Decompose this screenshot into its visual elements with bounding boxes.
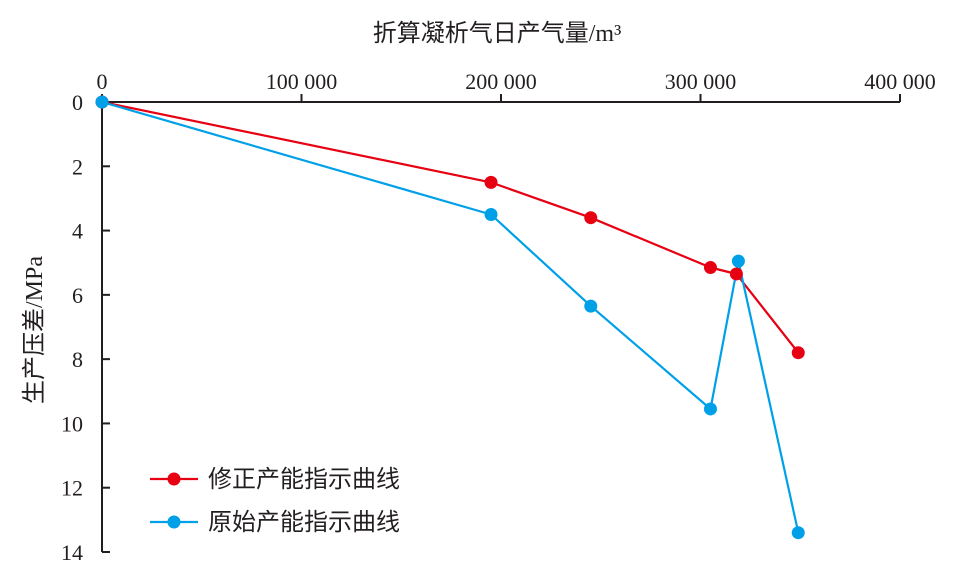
x-tick-label: 400 000 [864,69,936,94]
series-2-point [731,254,745,268]
series-2-point [95,95,109,109]
y-tick-label: 8 [72,347,83,372]
series-line-1 [101,100,800,354]
x-tick-label: 0 [97,69,108,94]
y-tick-label: 2 [72,154,83,179]
series-1-point [584,211,598,225]
y-axis-title: 生产压差/MPa [21,256,48,404]
series-2-point [584,299,598,313]
series-1-point [791,346,805,360]
series-1-point [703,261,717,275]
x-tick-label: 100 000 [266,69,338,94]
series-1-point [484,175,498,189]
series-2-point [791,526,805,540]
legend-marker-2 [167,515,181,529]
legend-label-1: 修正产能指示曲线 [208,466,400,493]
axes: 0 100 000 200 000 300 000 400 000 0 2 4 6 8 10 12 14 [61,69,936,565]
x-axis-title: 折算凝析气日产气量/m³ [373,20,622,47]
y-tick-label: 10 [61,411,83,436]
series-line-2 [101,100,800,533]
x-tick-label: 300 000 [665,69,737,94]
series-2-point [703,402,717,416]
plot-area [95,95,805,540]
y-tick-label: 0 [72,90,83,115]
series-2-point [484,208,498,221]
legend-marker-1 [167,472,181,486]
y-tick-label: 6 [72,283,83,308]
x-tick-label: 200 000 [465,69,537,94]
y-tick-label: 4 [72,219,83,244]
y-tick-label: 14 [61,540,83,565]
y-tick-label: 12 [61,476,83,501]
legend-label-2: 原始产能指示曲线 [208,509,400,536]
series-1-point [729,267,743,281]
